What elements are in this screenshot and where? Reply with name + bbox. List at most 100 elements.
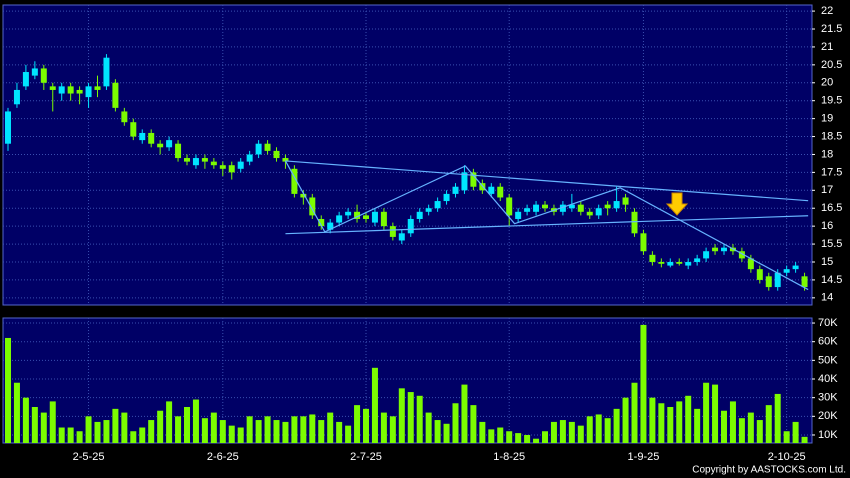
volume-tick-label: 20K bbox=[818, 410, 838, 422]
volume-bar bbox=[318, 420, 325, 443]
candle-body bbox=[380, 211, 387, 227]
candle-body bbox=[237, 161, 244, 169]
volume-bar bbox=[166, 401, 173, 443]
volume-bar bbox=[595, 414, 602, 443]
candle-body bbox=[291, 168, 298, 194]
candle-body bbox=[273, 150, 280, 159]
x-tick-label: 1-8-25 bbox=[493, 451, 525, 463]
candle-body bbox=[515, 211, 522, 219]
volume-bar bbox=[184, 406, 190, 443]
volume-bar bbox=[559, 420, 566, 443]
candle-body bbox=[568, 204, 575, 209]
candle-body bbox=[559, 204, 566, 212]
candle-body bbox=[354, 211, 361, 219]
volume-bar bbox=[640, 324, 647, 443]
candle-body bbox=[443, 193, 450, 202]
candle-body bbox=[658, 261, 665, 264]
candle-body bbox=[157, 143, 164, 148]
volume-bar bbox=[721, 410, 727, 443]
candle-body bbox=[452, 186, 459, 194]
candle-body bbox=[345, 211, 352, 216]
volume-bar bbox=[13, 382, 20, 443]
volume-bar bbox=[416, 395, 423, 443]
candle-body bbox=[371, 211, 378, 223]
volume-tick-label: 70K bbox=[818, 317, 838, 329]
candle-body bbox=[721, 247, 727, 252]
candle-body bbox=[577, 204, 584, 212]
candle-body bbox=[667, 261, 674, 266]
volume-bar bbox=[246, 416, 253, 443]
volume-bar bbox=[506, 431, 513, 443]
volume-bar bbox=[747, 412, 754, 443]
arrow-marker bbox=[665, 192, 689, 216]
candle-body bbox=[363, 215, 369, 219]
volume-bar bbox=[255, 420, 262, 443]
volume-tick-label: 10K bbox=[818, 429, 838, 441]
trendline bbox=[285, 215, 809, 235]
volume-bar bbox=[192, 399, 199, 443]
candle-body bbox=[264, 143, 271, 151]
volume-bar bbox=[586, 416, 593, 443]
volume-bar bbox=[157, 410, 164, 443]
volume-bar bbox=[515, 433, 522, 443]
candle-body bbox=[622, 197, 629, 205]
volume-bar bbox=[300, 416, 307, 443]
candle-body bbox=[631, 211, 638, 234]
copyright: Copyright by AASTOCKS.com Ltd. bbox=[692, 465, 846, 476]
candle-body bbox=[49, 86, 56, 90]
y-tick-label: 20 bbox=[821, 77, 833, 89]
volume-bar bbox=[336, 421, 343, 443]
candle-body bbox=[425, 208, 432, 212]
candle-body bbox=[31, 68, 38, 76]
candle-body bbox=[694, 258, 701, 262]
candle-body bbox=[407, 218, 414, 234]
candle-body bbox=[130, 122, 137, 137]
volume-bar bbox=[130, 431, 137, 443]
volume-bar bbox=[327, 412, 334, 443]
candle-body bbox=[336, 215, 343, 223]
y-tick-label: 20.5 bbox=[821, 59, 842, 71]
volume-bar bbox=[568, 421, 575, 443]
volume-bar bbox=[264, 416, 271, 443]
volume-bar bbox=[497, 427, 504, 443]
candle-body bbox=[148, 132, 155, 144]
volume-bar bbox=[175, 416, 182, 443]
volume-bar bbox=[354, 405, 361, 443]
y-tick-label: 16.5 bbox=[821, 202, 842, 214]
volume-bar bbox=[676, 401, 683, 443]
candle-body bbox=[801, 276, 808, 288]
trendline bbox=[284, 160, 809, 291]
y-tick-label: 15 bbox=[821, 256, 833, 268]
volume-bar bbox=[67, 427, 74, 443]
volume-bar bbox=[76, 431, 83, 443]
candle-body bbox=[542, 204, 548, 209]
volume-bar bbox=[407, 392, 414, 443]
volume-bar bbox=[121, 412, 128, 443]
volume-bar bbox=[389, 416, 396, 443]
volume-bar bbox=[631, 382, 638, 443]
candle-body bbox=[201, 158, 208, 162]
volume-bar bbox=[470, 405, 477, 443]
volume-bar bbox=[667, 406, 674, 443]
candle-body bbox=[703, 251, 710, 259]
candle-body bbox=[604, 204, 611, 209]
candle-body bbox=[416, 211, 423, 219]
candle-body bbox=[497, 186, 504, 198]
candle-body bbox=[640, 233, 647, 252]
y-tick-label: 16 bbox=[821, 220, 833, 232]
candle-body bbox=[676, 261, 683, 264]
volume-bar bbox=[148, 420, 155, 443]
price-panel bbox=[2, 4, 813, 306]
volume-bar bbox=[792, 421, 799, 443]
x-tick-label: 1-9-25 bbox=[628, 451, 660, 463]
volume-bar bbox=[533, 438, 540, 443]
candle-body bbox=[94, 86, 101, 90]
candle-body bbox=[103, 57, 110, 87]
volume-bar bbox=[461, 384, 468, 443]
candle-body bbox=[586, 211, 593, 216]
y-tick-label: 18 bbox=[821, 148, 833, 160]
candle-body bbox=[85, 86, 92, 98]
volume-bar bbox=[94, 421, 101, 443]
y-tick-label: 17.5 bbox=[821, 166, 842, 178]
